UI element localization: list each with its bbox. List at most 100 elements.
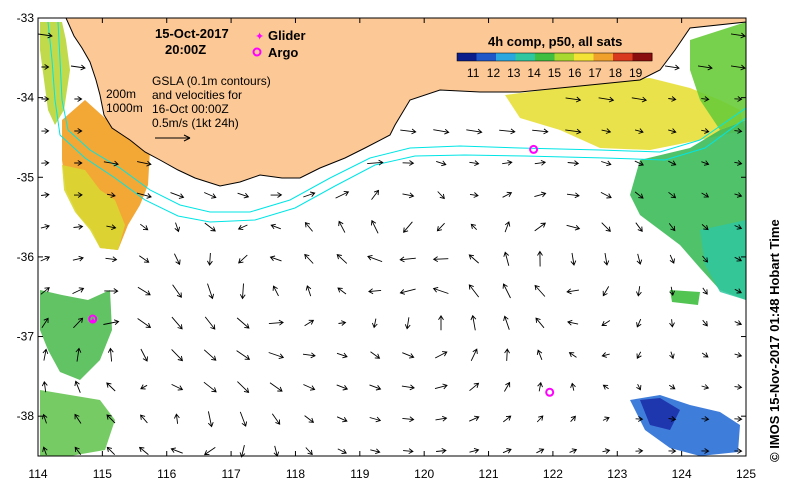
velocity-arrow <box>566 288 579 295</box>
x-tick-label: 122 <box>543 467 563 481</box>
velocity-arrow <box>668 384 676 390</box>
velocity-arrow <box>239 411 248 427</box>
velocity-arrow <box>140 414 148 424</box>
velocity-arrow <box>137 160 152 167</box>
title-date: 15-Oct-2017 <box>155 26 229 41</box>
velocity-arrow <box>734 128 743 134</box>
velocity-arrow <box>469 382 480 392</box>
velocity-arrow <box>734 256 743 262</box>
legend: ✦ Glider Argo <box>252 28 306 60</box>
velocity-arrow <box>237 192 250 199</box>
velocity-arrows <box>37 32 746 458</box>
velocity-arrow <box>268 319 284 326</box>
colorbar-tick-label: 11 <box>467 66 480 80</box>
annotation-line3: 16-Oct 00:00Z <box>152 102 229 116</box>
velocity-arrow <box>436 222 445 232</box>
velocity-arrow <box>734 192 743 198</box>
velocity-arrow <box>504 381 511 392</box>
glider-legend-symbol: ✦ <box>255 30 264 43</box>
velocity-arrow <box>668 160 677 166</box>
velocity-arrow <box>203 381 217 393</box>
y-tick-label: -33 <box>17 11 35 25</box>
velocity-arrow <box>669 254 675 264</box>
velocity-arrow <box>600 191 612 199</box>
velocity-arrow <box>304 319 315 327</box>
velocity-arrow <box>336 384 349 391</box>
colorbar-tick-label: 12 <box>487 66 501 80</box>
velocity-arrow <box>734 448 743 454</box>
velocity-arrow <box>74 413 82 424</box>
velocity-arrow <box>369 416 382 423</box>
argo-marker <box>88 314 98 324</box>
velocity-arrow <box>734 224 743 230</box>
colorbar: 4h comp, p50, all sats 11 12 13 14 15 16 17 18 1… <box>456 34 653 80</box>
velocity-arrow <box>203 447 216 456</box>
velocity-arrow <box>237 381 250 393</box>
colorbar-swatch <box>632 53 653 61</box>
x-tick-label: 117 <box>222 467 241 481</box>
velocity-arrow <box>503 415 512 423</box>
velocity-arrow <box>139 255 150 263</box>
velocity-arrow <box>40 224 50 230</box>
velocity-arrow <box>734 288 742 294</box>
velocity-arrow <box>74 96 83 102</box>
velocity-arrow <box>701 192 710 198</box>
velocity-arrow <box>400 128 417 135</box>
velocity-arrow <box>272 285 279 297</box>
velocity-arrow <box>734 384 743 390</box>
colorbar-swatch <box>476 53 497 61</box>
velocity-arrow <box>734 96 743 102</box>
velocity-arrow <box>701 384 710 390</box>
velocity-arrow <box>37 32 53 39</box>
colorbar-tick-label: 15 <box>548 66 562 80</box>
velocity-arrow <box>106 192 116 198</box>
y-tick-label: -37 <box>17 330 35 344</box>
velocity-arrow <box>270 223 281 230</box>
velocity-arrow <box>173 413 180 424</box>
velocity-arrow <box>534 222 546 232</box>
velocity-arrow <box>602 384 609 390</box>
colorbar-swatch <box>554 53 575 61</box>
velocity-arrow <box>271 413 281 425</box>
velocity-arrow <box>304 253 314 264</box>
velocity-arrow <box>469 415 480 422</box>
velocity-arrow <box>171 383 184 391</box>
velocity-arrow <box>403 448 414 454</box>
velocity-arrow <box>236 350 251 360</box>
velocity-arrow <box>668 416 677 422</box>
velocity-arrow <box>337 448 347 454</box>
velocity-arrow <box>302 352 316 359</box>
velocity-arrow <box>136 192 152 199</box>
velocity-arrow <box>404 317 411 330</box>
velocity-arrow <box>502 448 512 454</box>
velocity-arrow <box>565 96 582 103</box>
velocity-arrow <box>72 255 84 262</box>
sst-patch-west-green <box>40 290 112 380</box>
velocity-arrow <box>536 448 545 454</box>
velocity-arrow <box>70 64 86 71</box>
velocity-arrow <box>367 159 384 166</box>
plot-frame <box>37 17 747 457</box>
contour-label-200m: 200m <box>106 87 136 101</box>
velocity-arrow <box>40 287 50 295</box>
velocity-arrow <box>370 351 381 359</box>
velocity-arrow <box>204 316 216 330</box>
velocity-arrow <box>502 159 513 166</box>
sst-patches <box>40 22 746 456</box>
velocity-arrow <box>204 222 216 232</box>
velocity-arrow <box>173 253 181 266</box>
velocity-arrow <box>635 286 642 297</box>
y-tick-label: -35 <box>17 170 35 184</box>
argo-legend-symbol <box>252 47 262 57</box>
velocity-arrow <box>635 222 643 232</box>
velocity-arrow <box>304 221 313 232</box>
velocity-arrow <box>537 381 543 392</box>
velocity-arrow <box>601 160 612 167</box>
velocity-arrow <box>41 413 48 424</box>
velocity-arrow <box>601 352 610 358</box>
axes: 114 115 116 117 118 119 120 121 122 123 124 125 -33 -… <box>17 11 757 481</box>
velocity-arrow <box>602 416 610 422</box>
y-tick-label: -34 <box>17 91 35 105</box>
velocity-arrow <box>536 349 543 360</box>
